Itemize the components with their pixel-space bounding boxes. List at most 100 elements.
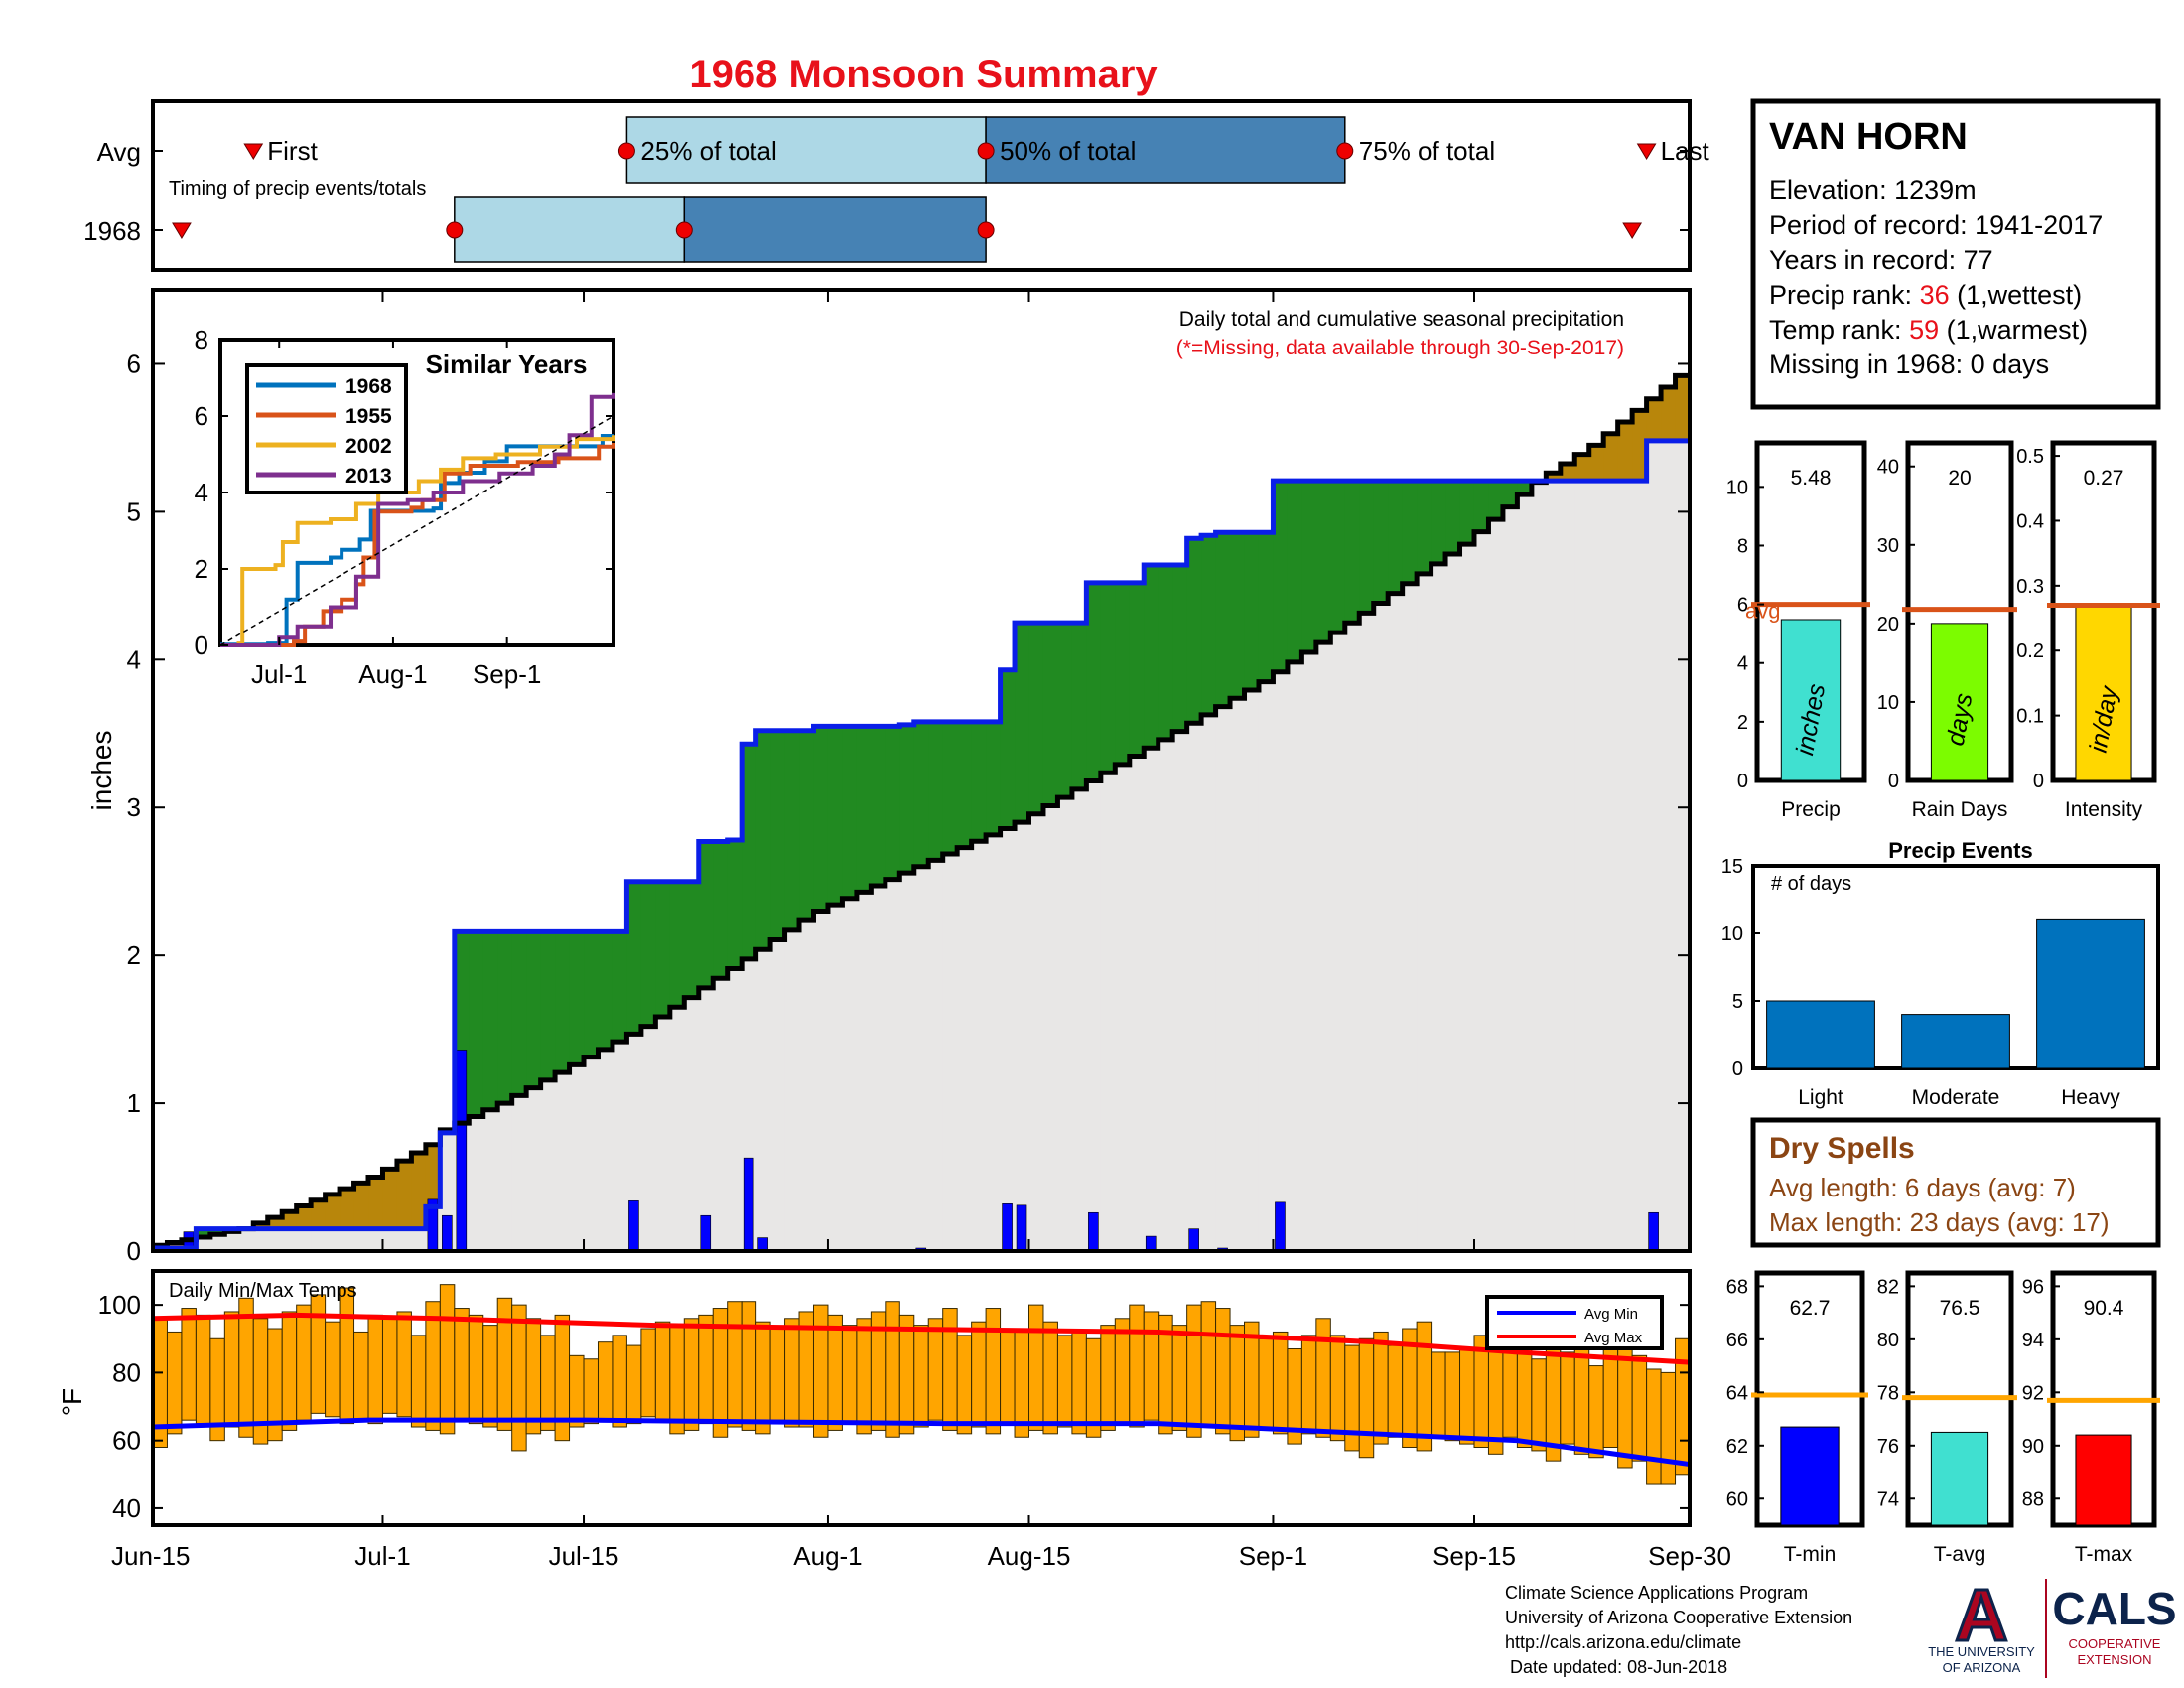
tmin-stat-ytick-label: 64 xyxy=(1726,1382,1748,1404)
above-average-fill xyxy=(1158,564,1173,740)
above-average-fill xyxy=(755,730,771,950)
below-curve-fill xyxy=(1015,822,1030,1251)
below-curve-fill xyxy=(799,920,814,1251)
ua-logo-line1: THE UNIVERSITY xyxy=(1928,1644,2035,1659)
inset-ytick-label: 0 xyxy=(195,631,208,660)
above-average-fill xyxy=(1215,532,1231,707)
below-curve-fill xyxy=(1172,731,1188,1251)
daily-temp-bar xyxy=(1373,1331,1389,1445)
timing-box-25-50-1968 xyxy=(454,196,686,263)
daily-temp-bar xyxy=(812,1304,829,1438)
daily-temp-bar xyxy=(640,1328,656,1418)
intensity-stat-label: Intensity xyxy=(2065,798,2143,821)
above-average-fill xyxy=(1473,481,1489,532)
daily-temp-bar xyxy=(195,1314,211,1425)
footer-line-2: University of Arizona Cooperative Extens… xyxy=(1505,1608,1852,1627)
events-title: Precip Events xyxy=(1888,838,2033,863)
dry-spells-avg-length: Avg length: 6 days (avg: 7) xyxy=(1769,1173,2076,1202)
below-curve-fill xyxy=(584,1056,599,1251)
avg-max-temp-line xyxy=(152,1312,1691,1365)
daily-precip-bar xyxy=(442,1214,453,1252)
above-average-fill xyxy=(913,721,929,867)
temp-ytick-label: 60 xyxy=(112,1426,141,1456)
tmax-stat-ytick-label: 94 xyxy=(2022,1330,2044,1351)
daily-temp-bar xyxy=(1516,1344,1533,1448)
main-ytick-label: 4 xyxy=(127,644,141,674)
below-curve-fill xyxy=(368,1228,383,1251)
below-curve-fill xyxy=(569,1064,585,1251)
above-average-fill xyxy=(813,726,829,912)
below-curve-fill xyxy=(1661,440,1677,1251)
below-curve-fill xyxy=(1186,723,1202,1251)
daily-temp-bar xyxy=(669,1325,685,1435)
timing-label-1: 25% of total xyxy=(640,136,776,166)
inset-legend-label: 1955 xyxy=(345,405,392,428)
below-average-fill xyxy=(1646,398,1662,441)
daily-temp-bar xyxy=(755,1321,771,1435)
above-average-fill xyxy=(957,721,973,848)
daily-temp-bar xyxy=(1444,1351,1461,1442)
daily-precip-bar xyxy=(1648,1211,1659,1252)
below-curve-fill xyxy=(1344,623,1360,1251)
above-average-fill xyxy=(482,931,498,1110)
below-average-fill xyxy=(1560,463,1575,482)
temp-xtick-label: Aug-15 xyxy=(988,1541,1071,1571)
below-curve-fill xyxy=(612,1042,627,1251)
intensity-stat-value: 0.27 xyxy=(2084,467,2124,490)
precip-stat-ytick-label: 0 xyxy=(1737,771,1748,792)
precip-stat-ytick-label: 10 xyxy=(1726,477,1748,498)
below-average-fill xyxy=(353,1183,369,1229)
daily-temp-bar xyxy=(166,1331,183,1435)
above-average-fill xyxy=(1488,481,1504,520)
below-curve-fill xyxy=(727,968,743,1251)
below-average-fill xyxy=(267,1217,283,1229)
daily-temp-bar xyxy=(1459,1348,1475,1445)
raindays-stat-ytick-label: 20 xyxy=(1877,614,1899,635)
above-average-fill xyxy=(899,724,915,874)
below-average-fill xyxy=(340,1189,355,1229)
below-curve-fill xyxy=(1531,482,1547,1252)
tavg-stat-ytick-label: 80 xyxy=(1877,1330,1899,1351)
station-missing: Missing in 1968: 0 days xyxy=(1769,350,2049,379)
below-curve-fill xyxy=(526,1087,542,1251)
precip-stat-bar xyxy=(1780,619,1842,781)
daily-precip-bar xyxy=(700,1214,712,1252)
above-average-fill xyxy=(1459,481,1475,545)
below-curve-fill xyxy=(698,987,714,1251)
above-average-fill xyxy=(569,931,585,1065)
above-average-fill xyxy=(1144,564,1160,749)
above-average-fill xyxy=(885,726,900,880)
below-average-fill xyxy=(296,1205,312,1229)
event-label: Light xyxy=(1798,1086,1843,1109)
ua-logo-a: A xyxy=(1955,1574,2007,1656)
above-average-fill xyxy=(540,931,556,1080)
above-average-fill xyxy=(1028,623,1044,814)
temp-xtick-label: Sep-30 xyxy=(1648,1541,1731,1571)
daily-temp-bar xyxy=(1042,1321,1058,1435)
precip-stat-value: 5.48 xyxy=(1791,467,1832,490)
dry-spells-box: Dry Spells Avg length: 6 days (avg: 7) M… xyxy=(1750,1117,2161,1248)
temp-xtick-label: Aug-1 xyxy=(793,1541,862,1571)
station-years: Years in record: 77 xyxy=(1769,245,1993,275)
temp-ytick-label: 40 xyxy=(112,1493,141,1523)
below-curve-fill xyxy=(296,1228,312,1251)
daily-temp-bar xyxy=(1560,1351,1575,1445)
temp-xtick-label: Sep-1 xyxy=(1239,1541,1307,1571)
above-average-fill xyxy=(1129,582,1145,757)
below-average-fill xyxy=(1603,433,1619,482)
cumulative-1968-line xyxy=(153,438,1690,1251)
events-ytick-label: 15 xyxy=(1721,856,1743,878)
inset-ytick-label: 4 xyxy=(195,478,208,507)
below-curve-fill xyxy=(1517,494,1533,1252)
below-average-fill xyxy=(325,1194,341,1229)
above-average-fill xyxy=(1042,623,1058,806)
below-curve-fill xyxy=(1201,714,1217,1251)
station-temp-rank: Temp rank: 59 (1,warmest) xyxy=(1769,315,2088,345)
above-average-fill xyxy=(727,839,743,969)
daily-temp-bar xyxy=(1186,1304,1202,1438)
daily-temp-bar xyxy=(1056,1335,1073,1428)
daily-temp-bar xyxy=(1646,1368,1662,1485)
below-curve-fill xyxy=(1388,593,1404,1251)
above-average-fill xyxy=(928,721,944,861)
below-curve-fill xyxy=(1459,544,1475,1251)
